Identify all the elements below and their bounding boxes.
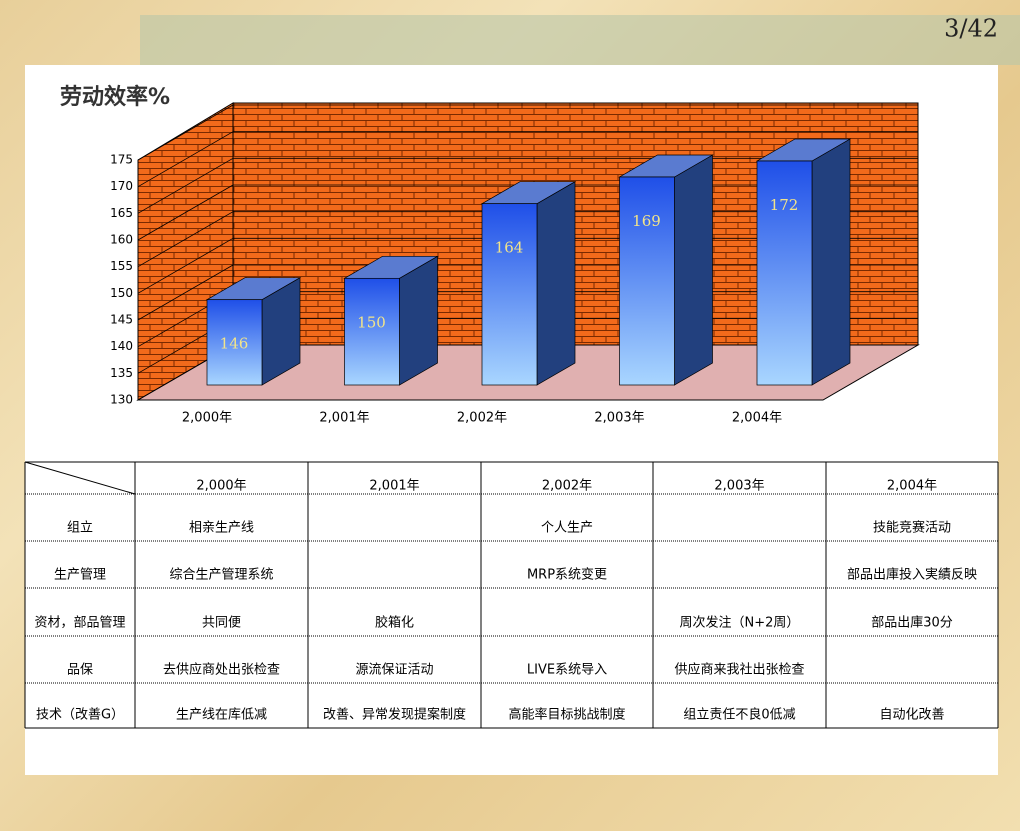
bar [481, 203, 538, 386]
bar-side [811, 138, 851, 386]
row-label: 技术（改善G） [36, 707, 124, 723]
row-label: 品保 [67, 663, 93, 678]
bar [344, 277, 400, 386]
x-tick-label: 2,003年 [594, 411, 644, 426]
table-cell: 改善、异常发现提案制度 [323, 707, 466, 723]
table-cell: 供应商来我社出张检查 [674, 662, 804, 678]
x-tick-label: 2,002年 [457, 411, 507, 426]
x-tick-label: 2,001年 [319, 411, 369, 426]
table-cell: 胶箱化 [375, 615, 414, 631]
value-label: 150 [357, 313, 386, 331]
table-header: 2,000年 [196, 479, 246, 494]
table-cell: 相亲生产线 [189, 521, 254, 536]
table-cell: MRP系统变更 [527, 567, 607, 583]
header-texture [140, 15, 1020, 65]
table-cell: 周次发注（N+2周） [680, 615, 800, 631]
grid-line [137, 157, 234, 214]
value-label: 146 [220, 335, 249, 353]
bar [619, 176, 675, 386]
table-cell: 组立责任不良0低减 [683, 707, 795, 723]
grid-line [137, 104, 234, 161]
bar-side [674, 154, 713, 386]
y-tick-label: 140 [110, 339, 133, 353]
table-header: 2,004年 [887, 479, 937, 494]
x-tick-label: 2,000年 [182, 411, 232, 426]
grid-line [137, 211, 234, 268]
table-header: 2,003年 [714, 479, 764, 494]
table-cell: 综合生产管理系统 [169, 568, 273, 583]
bar [206, 299, 263, 386]
table-cell: 去供应商处出张检查 [163, 662, 280, 678]
value-label: 169 [632, 212, 661, 230]
table-diagonal [24, 461, 136, 495]
table-header: 2,001年 [369, 479, 419, 494]
y-tick-label: 150 [110, 286, 133, 300]
y-tick-label: 160 [110, 233, 133, 247]
grid-line [137, 264, 234, 321]
row-label: 组立 [67, 521, 93, 536]
table-cell: 自动化改善 [879, 707, 944, 723]
table-cell: 部品出庫投入実績反映 [847, 567, 977, 583]
x-tick-label: 2,004年 [732, 411, 782, 426]
table-cell: 技能竞赛活动 [873, 520, 951, 536]
table-cell: 源流保证活动 [355, 663, 433, 678]
y-tick-label: 145 [110, 313, 133, 327]
page-number: 3/42 [944, 15, 998, 43]
y-tick-label: 130 [110, 393, 133, 407]
table-cell: 生产线在库低减 [176, 707, 267, 723]
y-tick-label: 175 [110, 153, 133, 167]
y-tick-label: 135 [110, 366, 133, 380]
grid-line [137, 131, 234, 188]
y-tick-label: 170 [110, 179, 133, 193]
table-cell: 共同便 [202, 616, 241, 631]
table-cell: 高能率目标挑战制度 [508, 707, 625, 723]
bar-side [399, 255, 438, 386]
bar [756, 160, 813, 386]
y-tick-label: 165 [110, 206, 133, 220]
value-label: 164 [495, 239, 524, 257]
row-label: 生产管理 [54, 568, 106, 583]
table-cell: LIVE系统导入 [527, 663, 607, 678]
value-label: 172 [770, 196, 799, 214]
row-label: 资材，部品管理 [34, 616, 125, 631]
bar-side [536, 181, 576, 386]
table-cell: 个人生产 [541, 521, 593, 536]
grid-line [137, 237, 234, 294]
grid-line [137, 184, 234, 241]
table-header: 2,002年 [542, 479, 592, 494]
table-cell: 部品出庫30分 [871, 616, 953, 631]
y-tick-label: 155 [110, 259, 133, 273]
chart-title: 劳动效率% [60, 84, 170, 110]
